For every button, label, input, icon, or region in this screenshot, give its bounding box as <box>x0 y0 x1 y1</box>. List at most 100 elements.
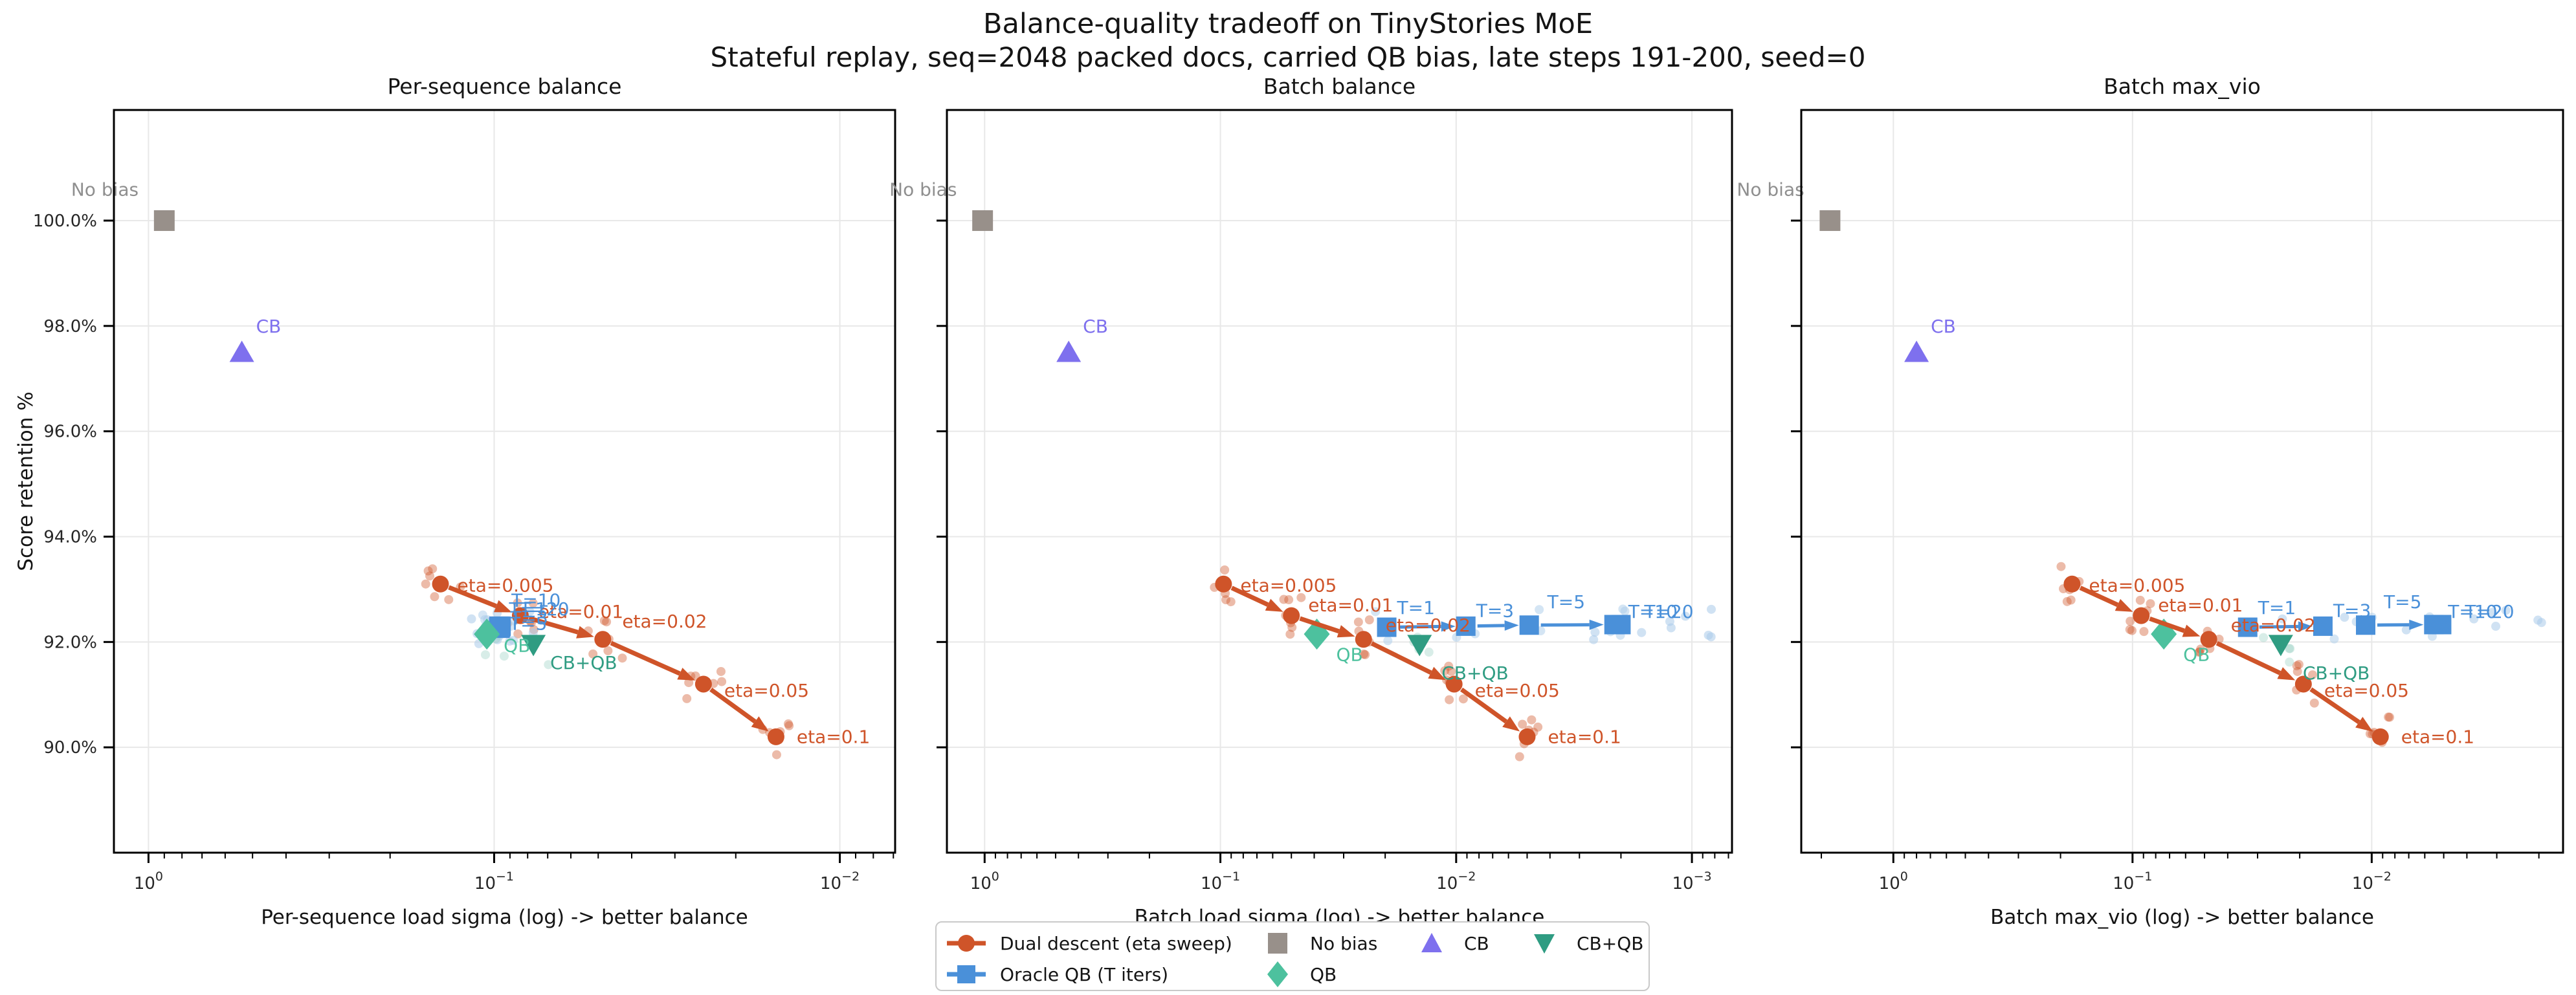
svg-text:T=5: T=5 <box>509 613 547 634</box>
svg-text:90.0%: 90.0% <box>43 738 97 758</box>
svg-text:QB: QB <box>504 635 530 657</box>
marker-cbqb-triangle <box>2268 635 2293 657</box>
svg-text:No bias: No bias <box>71 179 139 200</box>
legend-item-dual-descent-eta-sweep-: Dual descent (eta sweep) <box>946 929 1232 957</box>
legend-marker-circle-line-icon <box>947 935 986 952</box>
series-cb-qb <box>2268 635 2293 657</box>
marker-cbqb-triangle <box>521 635 546 657</box>
marker-qb-diamond <box>2151 618 2177 650</box>
svg-text:100: 100 <box>134 869 163 893</box>
svg-text:eta=0.1: eta=0.1 <box>1548 726 1621 747</box>
series-dual-descent <box>432 575 784 745</box>
legend-item-no-bias: No bias <box>1265 929 1377 957</box>
series-qb <box>2151 618 2177 650</box>
x-axis-label-per-sequence: Per-sequence load sigma (log) -> better … <box>261 906 748 929</box>
svg-text:CB: CB <box>1083 316 1108 337</box>
marker-dual-point <box>432 575 449 593</box>
legend: Dual descent (eta sweep) No bias CB CB+QB Or… <box>935 921 1650 991</box>
legend-marker-square-icon <box>1268 933 1287 954</box>
marker-cb <box>1904 340 1929 362</box>
svg-text:eta=0.02: eta=0.02 <box>622 611 707 632</box>
subplot-title-batch-maxvio: Batch max_vio <box>2104 74 2261 99</box>
marker-oracle-square <box>2313 616 2333 636</box>
svg-text:CB+QB: CB+QB <box>1441 662 1508 684</box>
svg-text:10−2: 10−2 <box>1436 869 1476 893</box>
svg-text:10−2: 10−2 <box>2352 869 2392 893</box>
svg-text:eta=0.1: eta=0.1 <box>2401 726 2474 747</box>
annotations: eta=0.005eta=0.01eta=0.02eta=0.05eta=0.1… <box>889 179 1693 747</box>
axis-ticks: 100 10−1 10−2 <box>1791 219 2540 893</box>
axis-ticks: 100 10−1 10−2 10−3 <box>937 219 1729 893</box>
svg-text:T=10: T=10 <box>1628 601 1678 622</box>
series-qb <box>474 618 500 650</box>
series-oracle-qb <box>1377 615 1631 637</box>
marker-dual-point <box>2371 728 2389 745</box>
plot-area-batch-balance: 100 10−1 10−2 10−3 eta=0.005eta=0.01eta=0.02… <box>889 109 1733 893</box>
svg-text:T=1: T=1 <box>2258 597 2296 618</box>
legend-item-oracle-qb-t-iters-: Oracle QB (T iters) <box>946 960 1168 989</box>
svg-text:T=1: T=1 <box>509 598 547 620</box>
svg-text:eta=0.05: eta=0.05 <box>724 680 809 701</box>
plot-area-batch-maxvio: 100 10−1 10−2eta=0.005eta=0.01eta=0.02eta=… <box>1737 109 2564 893</box>
svg-text:100: 100 <box>1879 869 1908 893</box>
legend-label: Dual descent (eta sweep) <box>1000 932 1232 954</box>
svg-text:QB: QB <box>1337 644 1363 666</box>
marker-no-bias <box>153 210 175 231</box>
svg-text:CB+QB: CB+QB <box>2303 662 2370 684</box>
svg-text:96.0%: 96.0% <box>43 422 97 442</box>
legend-label: CB <box>1464 932 1489 954</box>
svg-text:92.0%: 92.0% <box>43 633 97 652</box>
svg-text:T=3: T=3 <box>509 607 548 629</box>
subplot-title-per-sequence: Per-sequence balance <box>387 74 622 99</box>
svg-text:98.0%: 98.0% <box>43 317 97 336</box>
svg-text:CB: CB <box>256 316 282 337</box>
legend-label: QB <box>1310 963 1337 985</box>
plot-area-per-sequence: 100 10−1 10−2 100.0% 98.0% 96.0% 94.0% 92.0% 90.… <box>33 109 896 893</box>
marker-dual-point <box>1518 728 1536 745</box>
svg-text:100: 100 <box>970 869 999 893</box>
series-cb-qb <box>1407 635 1432 657</box>
svg-text:eta=0.02: eta=0.02 <box>2231 615 2316 636</box>
marker-oracle-square <box>2432 615 2452 635</box>
legend-marker-triangle-up-icon <box>1421 933 1442 952</box>
svg-text:eta=0.02: eta=0.02 <box>1386 615 1471 636</box>
figure-title: Balance-quality tradeoff on TinyStories … <box>983 8 1593 40</box>
legend-label: No bias <box>1310 932 1378 954</box>
legend-item-cb: CB <box>1419 929 1489 957</box>
legend-item-cb-qb: CB+QB <box>1531 929 1643 957</box>
grid <box>947 110 1732 853</box>
svg-text:T=20: T=20 <box>519 598 569 620</box>
svg-text:T=3: T=3 <box>2333 600 2371 621</box>
series-dual-descent <box>1215 575 1536 745</box>
svg-text:T=5: T=5 <box>1547 591 1585 613</box>
marker-dual-point <box>2063 575 2081 593</box>
plot-spines <box>946 109 1733 854</box>
series-dual-descent <box>2063 575 2389 745</box>
annotations: eta=0.005eta=0.01eta=0.02eta=0.05eta=0.1… <box>1737 179 2514 747</box>
grid <box>114 110 895 853</box>
svg-text:eta=0.05: eta=0.05 <box>1475 680 1560 701</box>
marker-dual-point <box>2200 631 2217 648</box>
marker-oracle-square <box>1456 616 1476 636</box>
marker-cb <box>229 340 254 362</box>
svg-text:T=1: T=1 <box>1397 597 1435 618</box>
marker-oracle-square <box>2237 617 2258 637</box>
svg-text:eta=0.05: eta=0.05 <box>2324 680 2409 701</box>
marker-oracle-square <box>1611 615 1631 635</box>
svg-text:T=10: T=10 <box>2447 601 2497 622</box>
svg-text:T=5: T=5 <box>2383 591 2421 613</box>
marker-cbqb-triangle <box>1407 635 1432 657</box>
svg-text:eta=0.005: eta=0.005 <box>2089 574 2185 596</box>
svg-text:10−2: 10−2 <box>820 869 860 893</box>
marker-dual-point <box>1445 675 1463 693</box>
plot-spines <box>1800 109 2564 854</box>
marker-dual-point <box>1283 607 1300 624</box>
svg-text:eta=0.005: eta=0.005 <box>458 574 554 596</box>
marker-dual-point <box>511 607 529 624</box>
svg-text:CB: CB <box>1931 316 1956 337</box>
marker-no-bias <box>1819 210 1841 231</box>
svg-text:eta=0.1: eta=0.1 <box>797 726 870 747</box>
marker-dual-point <box>594 631 612 648</box>
annotations: eta=0.005eta=0.01eta=0.02eta=0.05eta=0.1… <box>71 179 870 747</box>
